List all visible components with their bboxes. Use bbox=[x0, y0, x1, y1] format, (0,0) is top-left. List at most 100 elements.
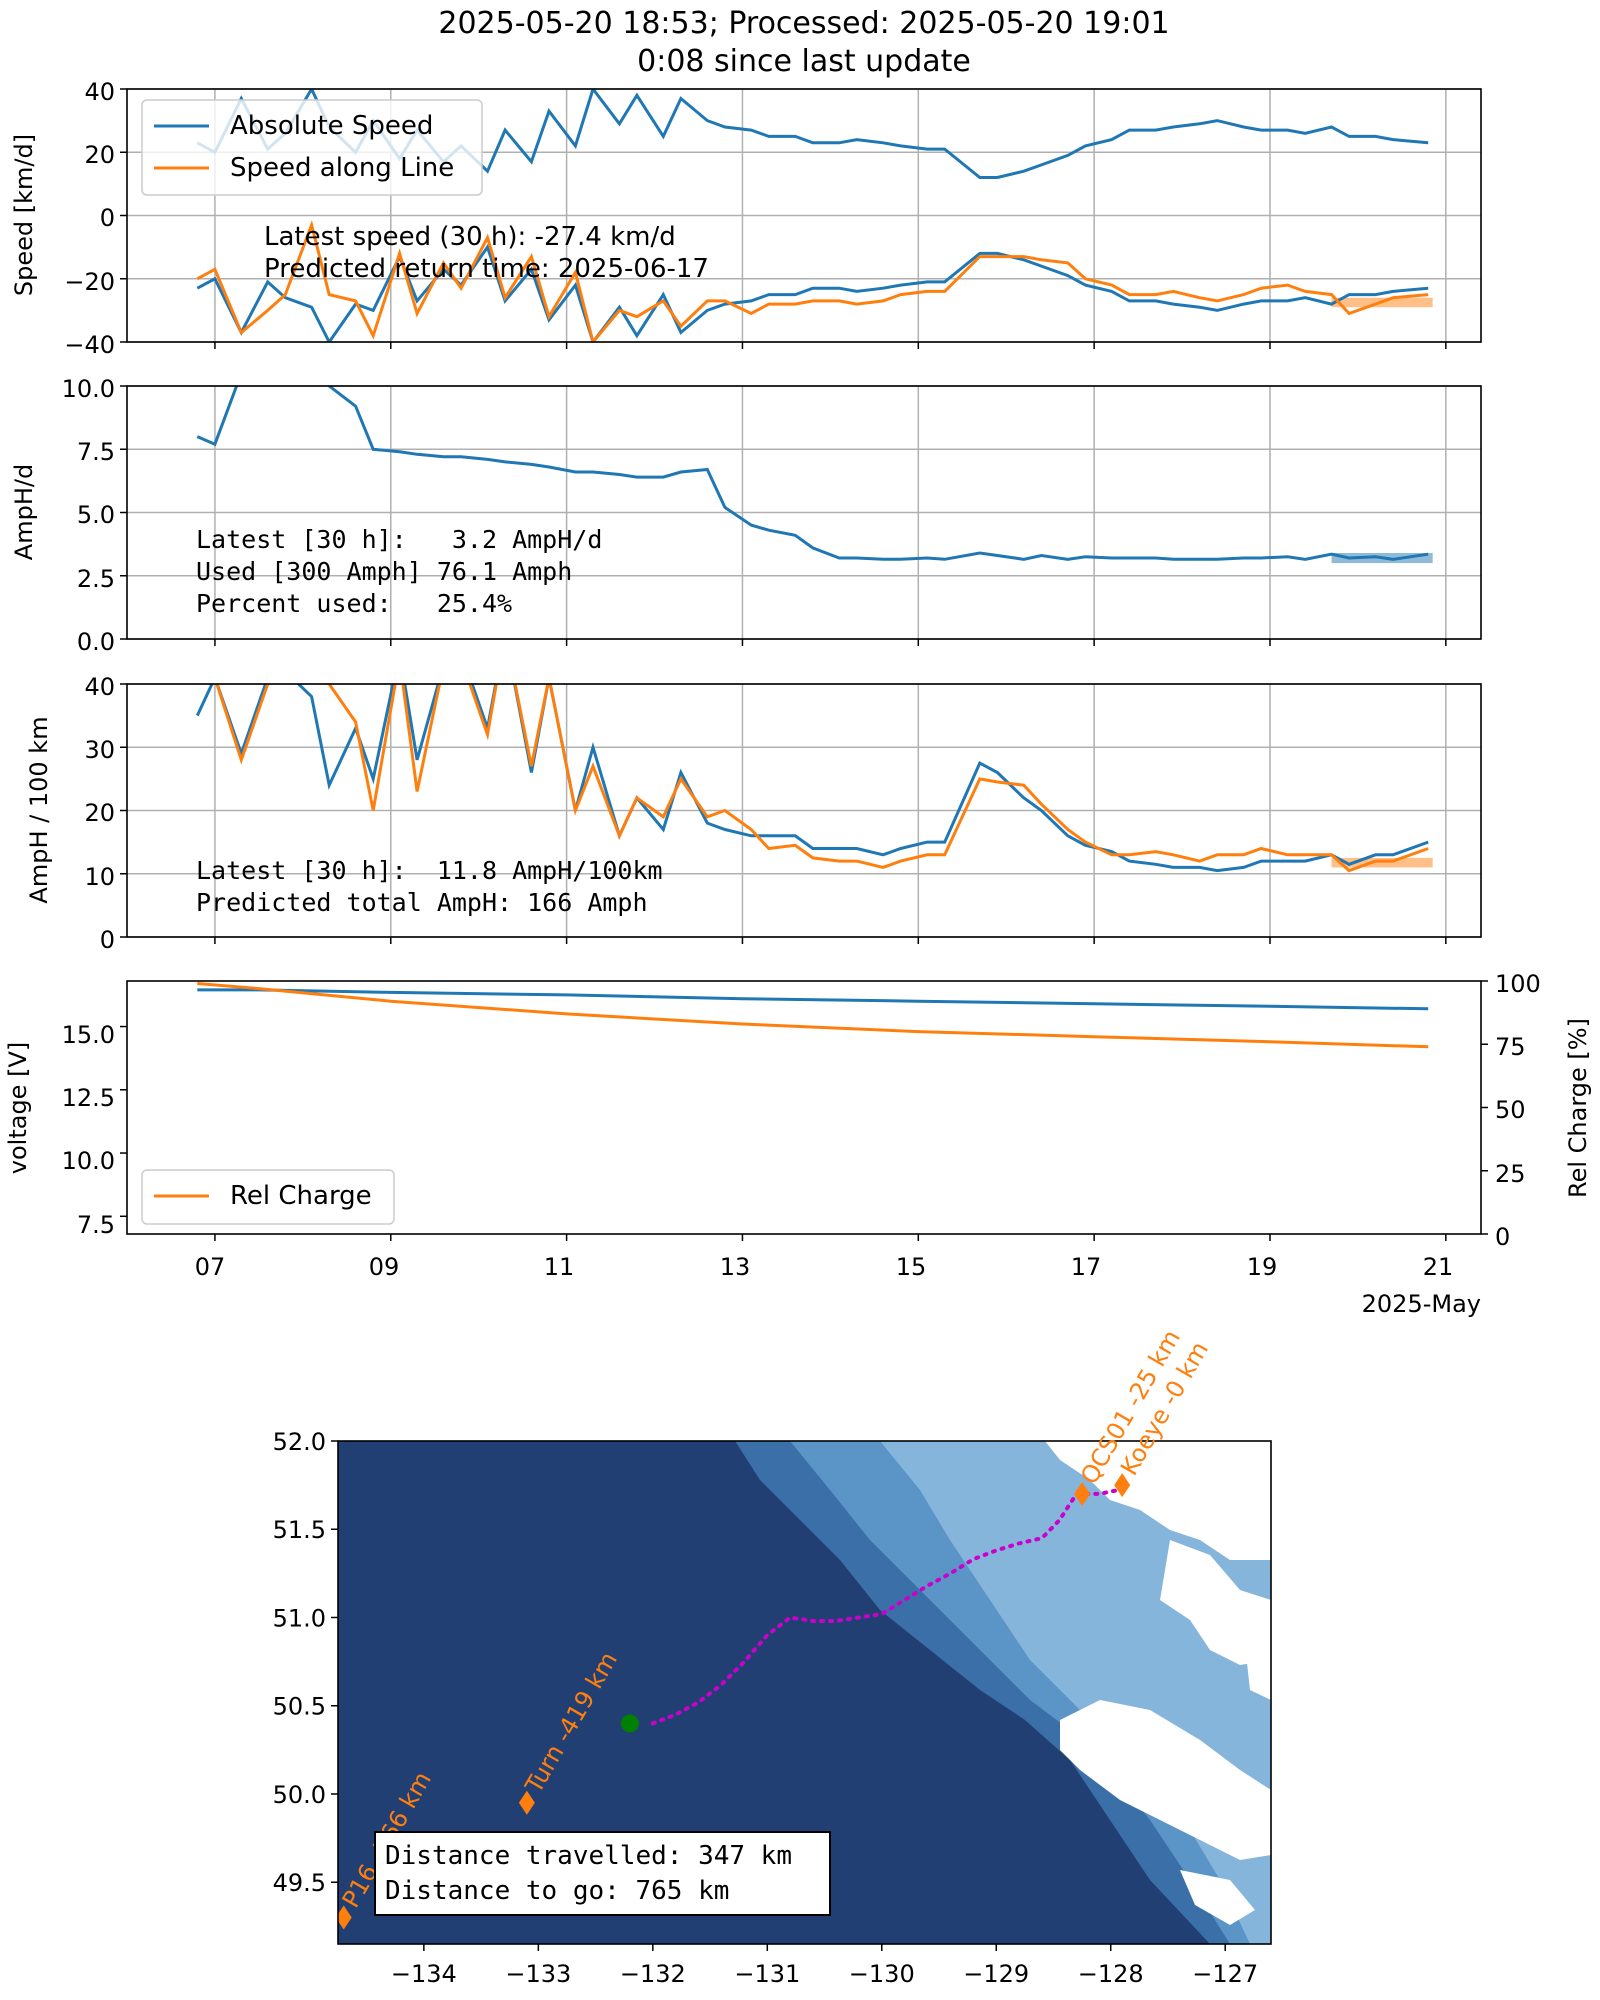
rel-charge-ytick-label: 0 bbox=[1495, 1223, 1510, 1251]
speed-xtick-marks bbox=[214, 342, 1447, 349]
distance-travelled-label: Distance travelled: 347 km bbox=[385, 1841, 792, 1871]
amph-per-km-y-axis-label: AmpH / 100 km bbox=[25, 716, 53, 903]
map-xtick-labels: −134 −133 −132 −131 −130 −129 −128 −127 bbox=[391, 1960, 1258, 1988]
map-ytick-label: 49.5 bbox=[273, 1869, 326, 1897]
legend-label-absolute-speed: Absolute Speed bbox=[230, 111, 433, 141]
map-ytick-label: 50.5 bbox=[273, 1693, 326, 1721]
amph-ytick-label: 5.0 bbox=[77, 501, 115, 529]
legend-label-speed-along-line: Speed along Line bbox=[230, 153, 454, 183]
speed-return-annotation: Predicted return time: 2025-06-17 bbox=[264, 254, 709, 284]
amph-per-km-ytick-label: 10 bbox=[84, 863, 115, 891]
date-tick-label: 11 bbox=[544, 1253, 575, 1281]
voltage-line bbox=[197, 988, 1429, 1011]
rel-charge-line bbox=[197, 982, 1429, 1049]
amph-ytick-label: 10.0 bbox=[62, 375, 115, 403]
speed-y-axis-label: Speed [km/d] bbox=[10, 134, 38, 296]
waypoint-marker bbox=[1114, 1473, 1131, 1498]
voltage-y-axis-label: voltage [V] bbox=[4, 1042, 32, 1174]
voltage-ytick-label: 7.5 bbox=[77, 1211, 115, 1239]
speed-along-line bbox=[196, 220, 1429, 342]
amph-xtick-marks bbox=[214, 639, 1447, 646]
rel-charge-ytick-label: 75 bbox=[1495, 1033, 1526, 1061]
map-xtick-label: −128 bbox=[1078, 1960, 1144, 1988]
rel-charge-ytick-label: 50 bbox=[1495, 1096, 1526, 1124]
map-xtick-label: −133 bbox=[505, 1960, 571, 1988]
amph-per-km-latest-annotation: Latest [30 h]: 11.8 AmpH/100km bbox=[196, 856, 663, 885]
date-axis-month-label: 2025-May bbox=[1362, 1290, 1481, 1318]
amph-per-km-along-line bbox=[215, 684, 1429, 873]
speed-legend: Absolute Speed Speed along Line bbox=[141, 99, 483, 196]
speed-ytick-label: −40 bbox=[64, 331, 115, 359]
rel-charge-y-axis-label: Rel Charge [%] bbox=[1564, 1018, 1592, 1198]
voltage-ytick-label: 15.0 bbox=[62, 1021, 115, 1049]
amph-ytick-label: 0.0 bbox=[77, 628, 115, 656]
date-tick-label: 13 bbox=[720, 1253, 751, 1281]
amph-ytick-label: 2.5 bbox=[77, 565, 115, 593]
amph-panel: 10.0 7.5 5.0 2.5 0.0 AmpH/d Latest [30 h… bbox=[10, 375, 1482, 656]
amph-per-km-xtick-marks bbox=[214, 937, 1447, 944]
amph-per-km-panel: 40 30 20 10 0 AmpH / 100 km Latest [30 h… bbox=[25, 673, 1482, 954]
map-xtick-marks bbox=[423, 1944, 1226, 1951]
chart-subtitle: 0:08 since last update bbox=[637, 44, 971, 79]
waypoint-marker bbox=[1074, 1481, 1091, 1506]
map-ytick-label: 51.0 bbox=[273, 1604, 326, 1632]
rel-charge-ytick-label: 100 bbox=[1495, 970, 1541, 998]
amph-percent-annotation: Percent used: 25.4% bbox=[196, 589, 512, 618]
legend-label-rel-charge: Rel Charge bbox=[230, 1181, 372, 1211]
amph-per-day-line bbox=[196, 386, 1429, 561]
amph-ytick-marks bbox=[120, 385, 127, 640]
map-ytick-marks bbox=[331, 1440, 338, 1883]
speed-ytick-marks bbox=[120, 88, 127, 343]
amph-used-annotation: Used [300 Amph] 76.1 Amph bbox=[196, 557, 572, 586]
map-xtick-label: −130 bbox=[849, 1960, 915, 1988]
map-panel: 52.0 51.5 51.0 50.5 50.0 49.5 −134 −133 −132 −13… bbox=[273, 1325, 1272, 1988]
speed-ytick-label: −20 bbox=[64, 268, 115, 296]
speed-ytick-label: 20 bbox=[84, 141, 115, 169]
amph-per-km-ytick-label: 30 bbox=[84, 736, 115, 764]
date-tick-label: 21 bbox=[1423, 1253, 1454, 1281]
map-frame bbox=[337, 1440, 1272, 1945]
amph-per-km-ytick-marks bbox=[120, 683, 127, 938]
map-ytick-label: 51.5 bbox=[273, 1516, 326, 1544]
speed-legend-frame bbox=[141, 99, 483, 196]
distance-to-go-label: Distance to go: 765 km bbox=[385, 1876, 729, 1906]
speed-latest-annotation: Latest speed (30 h): -27.4 km/d bbox=[264, 222, 676, 252]
map-ytick-labels: 52.0 51.5 51.0 50.5 50.0 49.5 bbox=[273, 1428, 326, 1897]
date-tick-label: 17 bbox=[1071, 1253, 1102, 1281]
speed-plot-frame bbox=[126, 88, 1482, 343]
map-xtick-label: −131 bbox=[734, 1960, 800, 1988]
map-land bbox=[1045, 1441, 1271, 1925]
chart-title: 2025-05-20 18:53; Processed: 2025-05-20 … bbox=[438, 6, 1169, 41]
speed-panel: 40 20 0 −20 −40 Speed [km/d] Absolute Sp… bbox=[10, 78, 1482, 359]
map-xtick-label: −134 bbox=[391, 1960, 457, 1988]
voltage-panel: 15.0 12.5 10.0 7.5 100 75 50 25 0 voltag… bbox=[4, 970, 1592, 1251]
amph-per-km-plot-frame bbox=[126, 683, 1482, 938]
map-xtick-label: −129 bbox=[963, 1960, 1029, 1988]
map-xtick-label: −132 bbox=[620, 1960, 686, 1988]
speed-ytick-label: 0 bbox=[100, 204, 115, 232]
map-ytick-label: 50.0 bbox=[273, 1781, 326, 1809]
voltage-legend: Rel Charge bbox=[141, 1169, 395, 1225]
amph-predicted-total-annotation: Predicted total AmpH: 166 Amph bbox=[196, 888, 648, 917]
date-tick-label: 09 bbox=[369, 1253, 400, 1281]
voltage-ytick-label: 12.5 bbox=[62, 1084, 115, 1112]
amph-ytick-label: 7.5 bbox=[77, 438, 115, 466]
waypoint-marker bbox=[338, 1905, 352, 1930]
map-distance-frame bbox=[374, 1831, 831, 1916]
rel-charge-ytick-marks bbox=[1481, 980, 1488, 1235]
map-ytick-label: 52.0 bbox=[273, 1428, 326, 1456]
amph-per-km-ytick-label: 40 bbox=[84, 673, 115, 701]
voltage-legend-frame bbox=[141, 1169, 395, 1225]
waypoint-marker bbox=[518, 1790, 535, 1815]
map-current-position-marker bbox=[620, 1714, 639, 1733]
date-tick-label: 19 bbox=[1247, 1253, 1278, 1281]
rel-charge-ytick-label: 25 bbox=[1495, 1160, 1526, 1188]
voltage-ytick-label: 10.0 bbox=[62, 1147, 115, 1175]
map-glider-track bbox=[650, 1483, 1130, 1726]
voltage-plot-frame bbox=[126, 980, 1482, 1235]
amph-y-axis-label: AmpH/d bbox=[10, 464, 38, 560]
amph-per-km-absolute-line bbox=[195, 684, 1429, 873]
amph-plot-frame bbox=[126, 385, 1482, 640]
voltage-xtick-marks bbox=[214, 1234, 1447, 1241]
